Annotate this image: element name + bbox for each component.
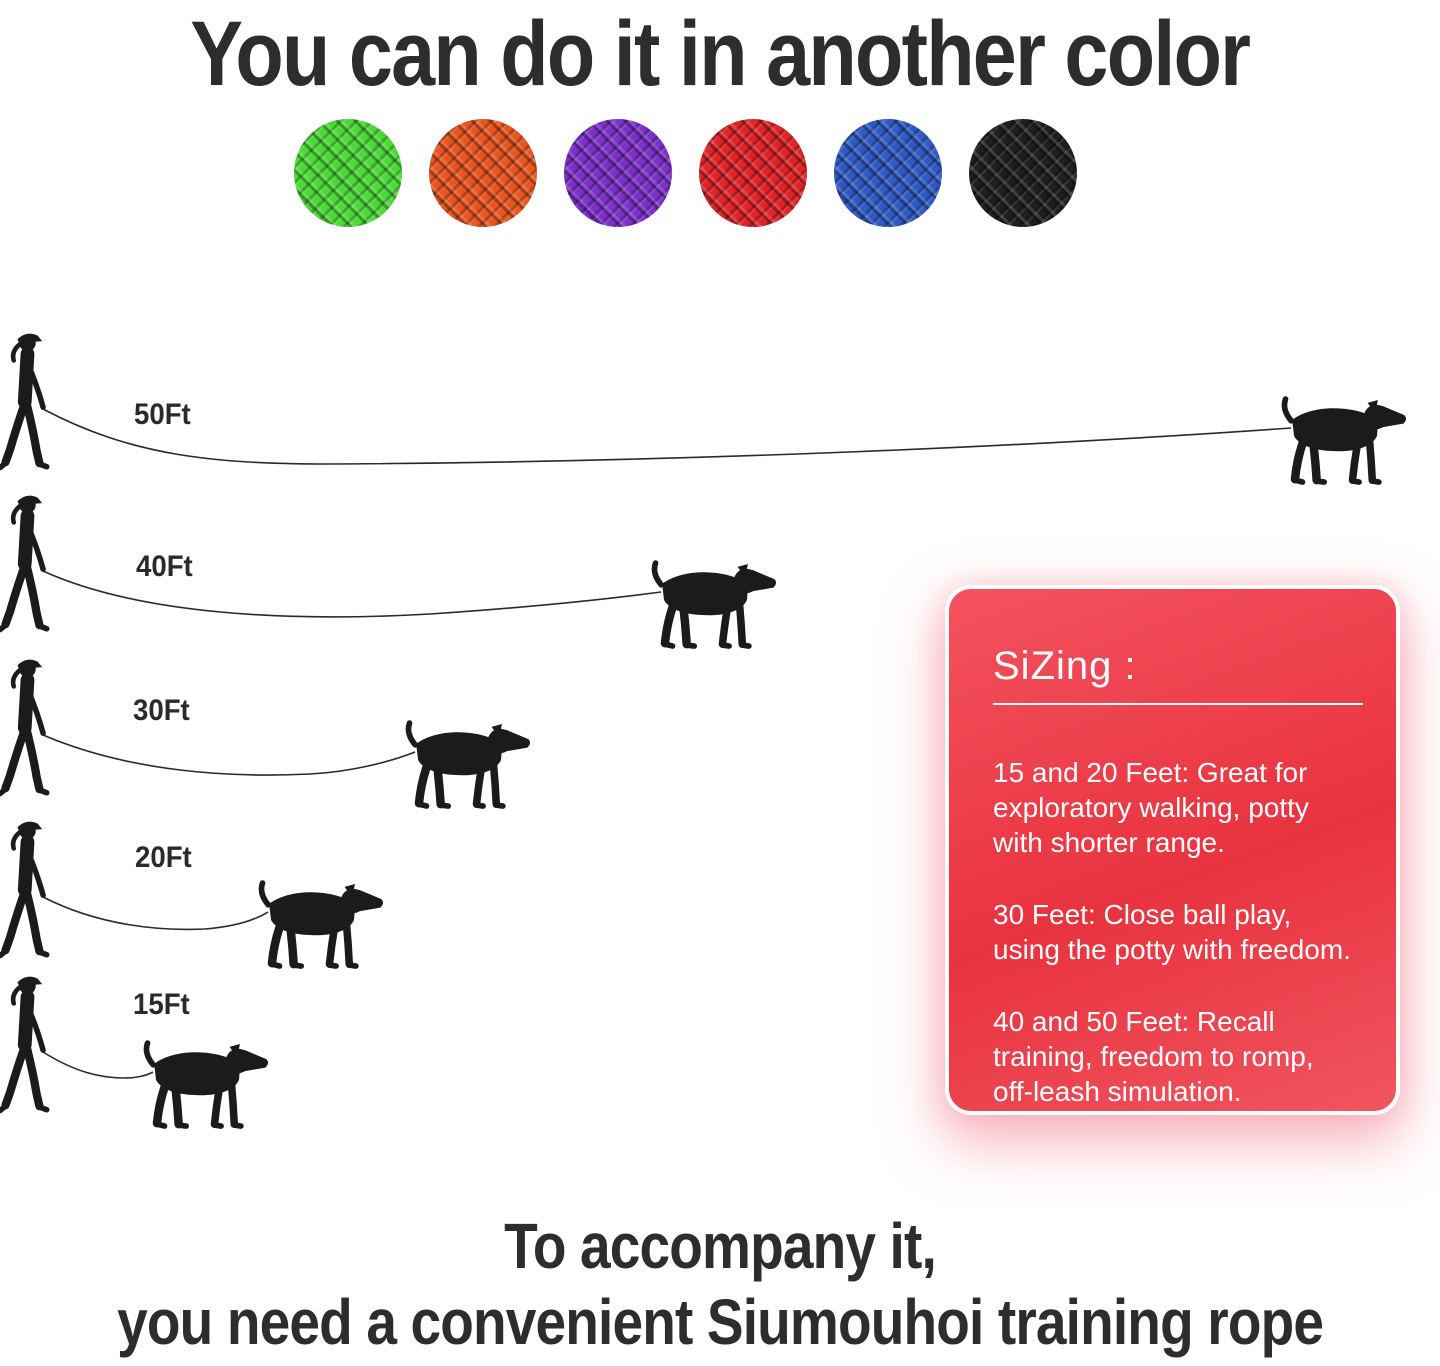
person-silhouette	[0, 496, 47, 630]
person-silhouette	[0, 334, 47, 468]
page-title-text: You can do it in another color	[190, 3, 1251, 105]
color-swatch-blue	[834, 119, 942, 227]
leash-length-label-20ft: 20Ft	[135, 841, 192, 874]
sizing-card-heading: SiZing :	[993, 644, 1137, 688]
leash-line-15ft	[42, 1051, 154, 1079]
dog-silhouette	[146, 1043, 268, 1126]
leash-line-50ft	[42, 408, 1292, 465]
color-swatch-row	[294, 119, 1077, 227]
leash-line-30ft	[42, 734, 416, 776]
person-silhouette	[0, 977, 47, 1111]
footer-headline: To accompany it, you need a convenient S…	[0, 1208, 1440, 1360]
leash-length-label-15ft: 15Ft	[133, 988, 190, 1021]
page-title: You can do it in another color	[0, 2, 1440, 107]
leash-length-label-30ft: 30Ft	[133, 694, 190, 727]
leash-length-label-40ft: 40Ft	[136, 550, 193, 583]
color-swatch-black	[969, 119, 1077, 227]
sizing-item-30ft: 30 Feet: Close ball play, using the pott…	[993, 899, 1351, 965]
color-swatch-red	[699, 119, 807, 227]
sizing-item-15-20ft: 15 and 20 Feet: Great for exploratory wa…	[993, 757, 1309, 858]
leash-lines	[42, 408, 1292, 1079]
footer-line2: you need a convenient Siumouhoi training…	[117, 1286, 1324, 1358]
color-swatch-green	[294, 119, 402, 227]
leash-line-20ft	[42, 896, 269, 931]
sizing-item-40-50ft: 40 and 50 Feet: Recall training, freedom…	[993, 1006, 1314, 1107]
dog-silhouette	[1284, 399, 1406, 482]
dog-silhouette	[654, 563, 776, 646]
person-silhouette	[0, 660, 47, 794]
dog-silhouette	[261, 883, 383, 966]
sizing-card-divider	[993, 703, 1363, 705]
dog-silhouette	[408, 723, 530, 806]
leash-length-label-50ft: 50Ft	[134, 398, 191, 431]
person-silhouette	[0, 822, 47, 956]
sizing-card: SiZing : 15 and 20 Feet: Great for explo…	[945, 585, 1400, 1115]
footer-line1: To accompany it,	[504, 1210, 937, 1282]
leash-line-40ft	[42, 570, 662, 618]
color-swatch-purple	[564, 119, 672, 227]
color-swatch-orange	[429, 119, 537, 227]
